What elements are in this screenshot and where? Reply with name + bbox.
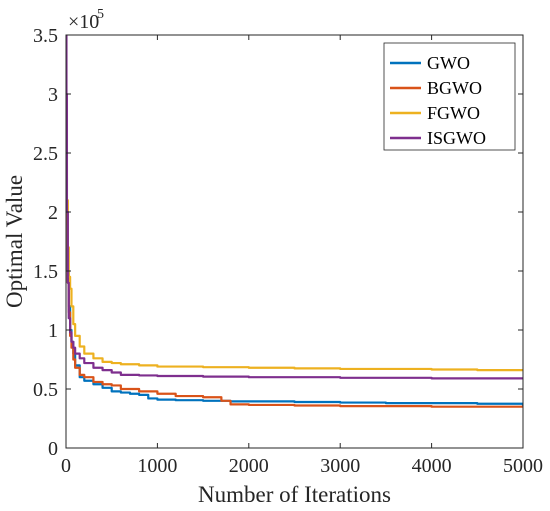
x-tick-label: 2000 bbox=[229, 455, 269, 477]
y-axis-label: Optimal Value bbox=[2, 175, 27, 308]
x-tick-label: 3000 bbox=[320, 455, 360, 477]
y-tick-label: 1 bbox=[48, 320, 58, 342]
legend-label-fgwo: FGWO bbox=[427, 103, 480, 123]
legend-label-isgwo: ISGWO bbox=[427, 128, 486, 148]
plot-frame bbox=[65, 34, 524, 449]
legend-label-bgwo: BGWO bbox=[427, 78, 482, 98]
legend-label-gwo: GWO bbox=[427, 53, 470, 73]
y-tick-label: 3.5 bbox=[33, 25, 58, 47]
y-tick-label: 2 bbox=[48, 202, 58, 224]
y-tick-label: 3 bbox=[48, 84, 58, 106]
series-line-fgwo bbox=[66, 151, 523, 372]
x-tick-label: 5000 bbox=[503, 455, 543, 477]
x-tick-label: 0 bbox=[61, 455, 71, 477]
x-tick-label: 4000 bbox=[412, 455, 452, 477]
series-line-isgwo bbox=[66, 35, 523, 380]
x-tick-label: 1000 bbox=[137, 455, 177, 477]
y-tick-label: 1.5 bbox=[33, 261, 58, 283]
y-exponent-power: 5 bbox=[97, 7, 104, 22]
y-exponent-base: ×10 bbox=[68, 11, 99, 33]
legend: GWO BGWO FGWO ISGWO bbox=[383, 42, 516, 151]
y-tick-label: 0.5 bbox=[33, 379, 58, 401]
y-tick-label: 0 bbox=[48, 438, 58, 460]
y-tick-label: 2.5 bbox=[33, 143, 58, 165]
x-axis-label: Number of Iterations bbox=[198, 482, 391, 507]
legend-box bbox=[383, 42, 516, 151]
